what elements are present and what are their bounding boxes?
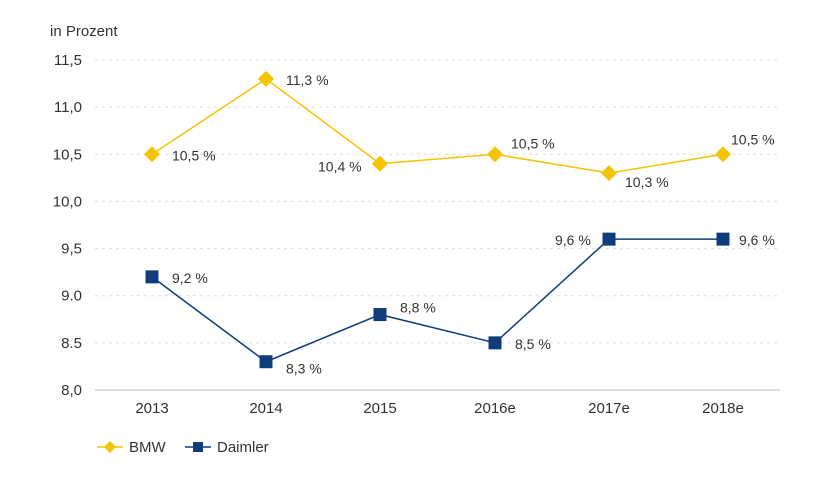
data-label: 10,3 %: [625, 174, 669, 190]
y-tick-label: 10,0: [53, 193, 82, 210]
y-tick-label: 11,0: [54, 99, 82, 116]
legend-label: BMW: [129, 439, 167, 456]
data-point-diamond: [372, 155, 388, 172]
series-layer: 10,5 % 11,3 % 10,4 % 10,5 % 10,3 % 10,5 % 9,2 …: [144, 70, 775, 377]
legend: BMW Daimler: [97, 439, 269, 456]
data-point-square: [373, 308, 387, 322]
x-tick-label: 2014: [249, 400, 282, 417]
y-tick-label: 8,0: [61, 382, 82, 399]
y-tick-label: 9.0: [61, 288, 82, 305]
data-point-diamond: [715, 146, 731, 163]
data-point-square: [145, 270, 159, 284]
data-point-square: [602, 232, 616, 246]
data-label: 8,5 %: [515, 336, 551, 352]
data-point-diamond: [601, 165, 617, 182]
y-tick-label: 11,5: [54, 52, 82, 69]
data-label: 10,5 %: [172, 147, 216, 163]
data-label: 11,3 %: [286, 72, 329, 88]
data-point-diamond: [258, 70, 274, 87]
data-label: 9,2 %: [172, 270, 208, 286]
legend-item-daimler: Daimler: [185, 439, 269, 456]
x-axis-ticks: 2013 2014 2015 2016e 2017e 2018e: [135, 400, 744, 417]
y-axis-ticks: 8,0 8.5 9.0 9,5 10,0 10,5 11,0 11,5: [53, 52, 82, 399]
series-daimler: 9,2 % 8,3 % 8,8 % 8,5 % 9,6 % 9,6 %: [145, 232, 775, 377]
x-tick-label: 2018e: [702, 400, 744, 417]
data-label: 8,3 %: [286, 361, 322, 377]
x-tick-label: 2017e: [588, 400, 630, 417]
data-point-diamond: [487, 146, 503, 163]
series-bmw: 10,5 % 11,3 % 10,4 % 10,5 % 10,3 % 10,5 %: [144, 70, 775, 190]
data-label: 10,5 %: [731, 131, 775, 147]
data-label: 10,4 %: [318, 159, 362, 175]
series-line: [151, 77, 724, 174]
data-label: 9,6 %: [555, 232, 591, 248]
grid: [95, 59, 780, 391]
x-tick-label: 2015: [363, 400, 396, 417]
data-label: 9,6 %: [739, 232, 775, 248]
y-tick-label: 10,5: [53, 146, 82, 163]
x-tick-label: 2016e: [474, 400, 516, 417]
y-tick-label: 8.5: [61, 335, 82, 352]
series-line: [151, 238, 723, 363]
legend-marker-diamond: [104, 441, 116, 453]
data-label: 8,8 %: [400, 300, 436, 316]
data-label: 10,5 %: [511, 135, 555, 151]
legend-label: Daimler: [217, 439, 269, 456]
legend-marker-square: [193, 442, 203, 452]
data-point-square: [259, 355, 273, 369]
y-unit-label: in Prozent: [50, 23, 118, 40]
legend-item-bmw: BMW: [97, 439, 167, 456]
x-tick-label: 2013: [135, 400, 168, 417]
data-point-square: [488, 336, 502, 350]
data-point-square: [716, 232, 730, 246]
y-tick-label: 9,5: [61, 241, 82, 258]
data-point-diamond: [144, 146, 160, 163]
